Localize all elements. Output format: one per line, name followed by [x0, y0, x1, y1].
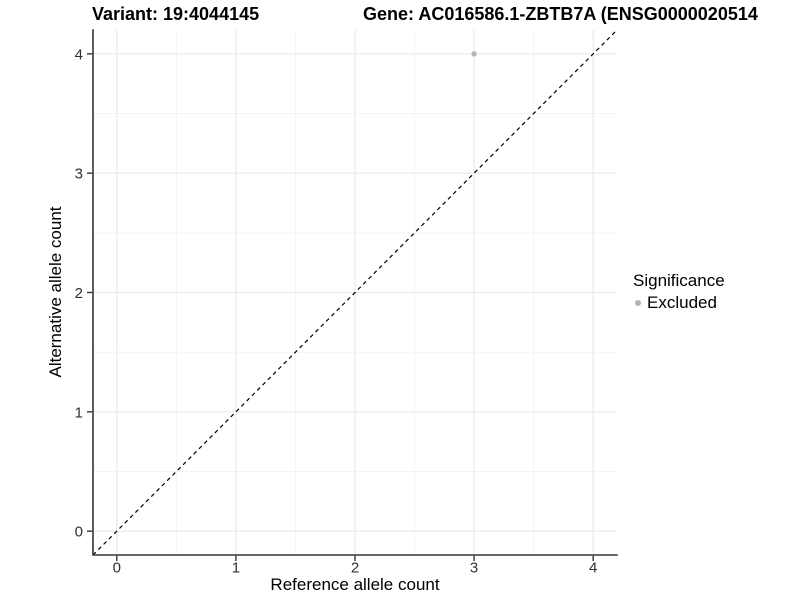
- x-tick-label: 2: [351, 560, 359, 577]
- legend-title: Significance: [633, 271, 725, 290]
- y-tick-label: 1: [75, 404, 83, 421]
- y-tick-label: 0: [75, 524, 83, 541]
- y-axis-title: Alternative allele count: [46, 206, 65, 378]
- y-tick-label: 3: [75, 166, 83, 183]
- legend-item-excluded: Excluded: [635, 293, 725, 312]
- legend: Significance Excluded: [632, 271, 725, 312]
- x-axis-title: Reference allele count: [270, 575, 440, 594]
- plot-title-gene: Gene: AC016586.1-ZBTB7A (ENSG0000020514: [363, 4, 758, 24]
- x-tick-label: 3: [470, 560, 478, 577]
- x-tick-label: 0: [113, 560, 121, 577]
- plot-title-variant: Variant: 19:4044145: [92, 4, 260, 24]
- identity-dashed-line: [92, 29, 618, 556]
- y-tick-label: 2: [75, 285, 83, 302]
- data-point: [471, 51, 477, 57]
- x-tick-label: 4: [589, 560, 597, 577]
- x-tick-label: 1: [232, 560, 240, 577]
- axis-lines: [92, 29, 618, 556]
- legend-point-icon: [635, 299, 641, 306]
- legend-item-label: Excluded: [647, 293, 717, 312]
- y-tick-label: 4: [75, 46, 83, 63]
